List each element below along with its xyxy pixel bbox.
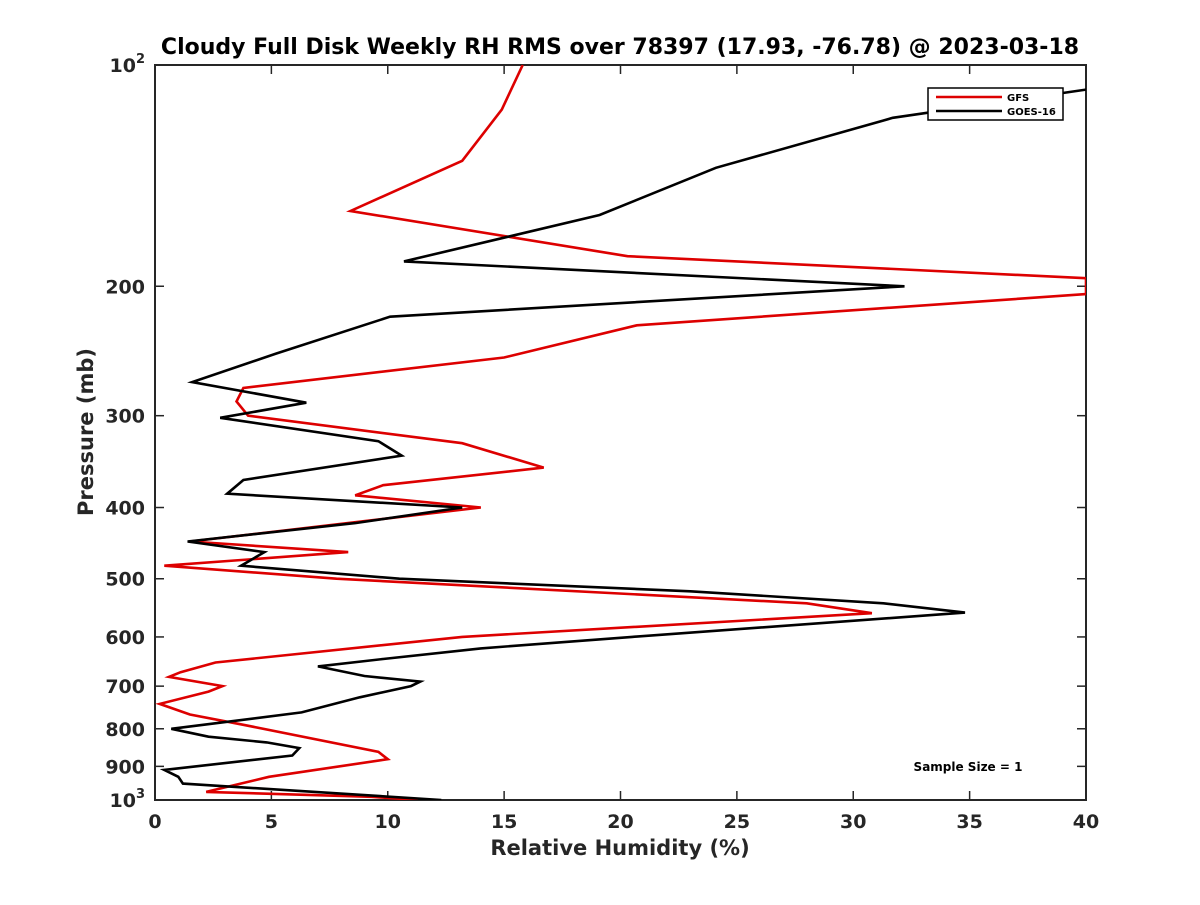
legend-box <box>927 87 1064 121</box>
y-tick-label: 400 <box>105 498 145 520</box>
x-tick-label: 0 <box>148 811 161 833</box>
y-tick-label: 900 <box>105 756 145 778</box>
x-tick-label: 5 <box>265 811 278 833</box>
y-tick-exponent: 3 <box>136 787 145 802</box>
sample-size-annotation: Sample Size = 1 <box>914 760 1023 774</box>
x-tick-label: 25 <box>724 811 750 833</box>
x-axis: 0 5 10 15 20 25 30 35 40 <box>148 65 1099 833</box>
chart-title: Cloudy Full Disk Weekly RH RMS over 7839… <box>161 35 1079 60</box>
x-axis-label: Relative Humidity (%) <box>490 836 749 860</box>
series-line-gfs <box>155 65 1086 800</box>
x-tick-label: 15 <box>491 811 517 833</box>
x-tick-label: 10 <box>375 811 401 833</box>
legend-label-goes16: GOES-16 <box>1007 107 1056 118</box>
x-tick-label: 20 <box>607 811 633 833</box>
y-tick-label: 300 <box>105 406 145 428</box>
x-tick-label: 35 <box>956 811 982 833</box>
legend-label-gfs: GFS <box>1007 93 1029 104</box>
x-tick-label: 40 <box>1073 811 1099 833</box>
y-tick-label: 103 <box>110 787 146 812</box>
y-tick-label: 200 <box>105 276 145 298</box>
y-tick-label: 500 <box>105 569 145 591</box>
y-tick-label: 600 <box>105 627 145 649</box>
plot-area <box>154 64 1087 801</box>
x-tick-label: 30 <box>840 811 866 833</box>
y-tick-label: 700 <box>105 676 145 698</box>
y-tick-label: 102 <box>110 52 146 77</box>
y-tick-exponent: 2 <box>136 52 145 67</box>
series-line-goes16 <box>159 88 1086 800</box>
y-axis: 102 200 300 400 500 600 700 800 900 103 <box>105 52 1086 812</box>
y-tick-label: 800 <box>105 719 145 741</box>
y-axis-label: Pressure (mb) <box>74 348 98 516</box>
legend: GFS GOES-16 <box>927 87 1064 121</box>
series-layer <box>155 65 1086 800</box>
